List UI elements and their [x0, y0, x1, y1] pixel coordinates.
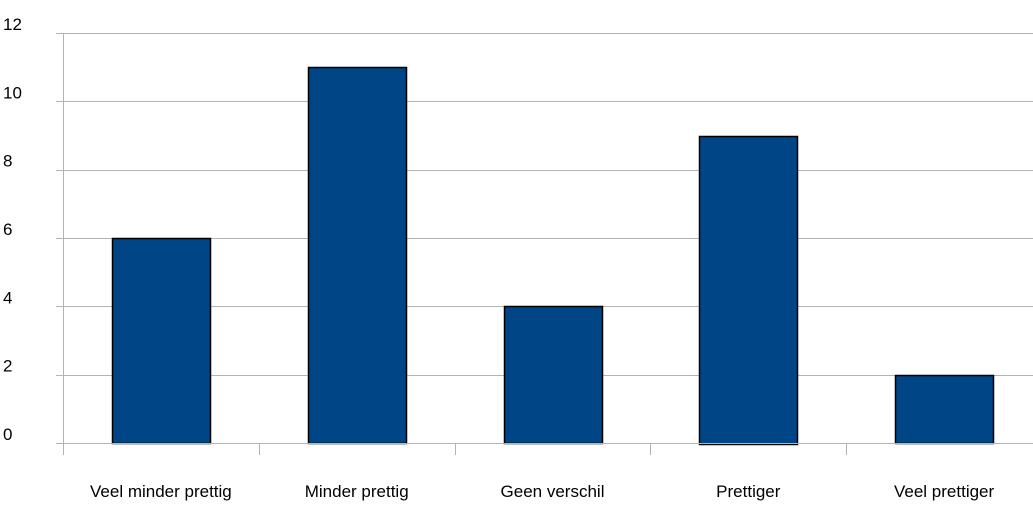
y-tick-label: 6: [3, 220, 12, 239]
axes: [56, 33, 1033, 455]
bar: [698, 135, 799, 446]
x-category-label: Prettiger: [716, 482, 781, 501]
y-tick-label: 10: [3, 83, 22, 102]
bars: [111, 66, 995, 446]
y-tick-label: 8: [3, 152, 12, 171]
x-category-label: Minder prettig: [305, 482, 409, 501]
bar: [503, 305, 604, 445]
bar: [307, 66, 408, 445]
y-tick-label: 4: [3, 288, 12, 307]
y-tick-label: 0: [3, 425, 12, 444]
x-category-label: Veel prettiger: [894, 482, 995, 501]
bar: [894, 374, 995, 445]
x-category-label: Geen verschil: [501, 482, 605, 501]
bar: [111, 237, 212, 445]
y-tick-label: 12: [3, 15, 22, 34]
x-category-label: Veel minder prettig: [90, 482, 232, 501]
y-tick-label: 2: [3, 357, 12, 376]
labels: 0 2 4 6 8 10 12 Veel minder prettig Minder prett…: [3, 15, 995, 501]
gridlines: [63, 33, 1033, 376]
